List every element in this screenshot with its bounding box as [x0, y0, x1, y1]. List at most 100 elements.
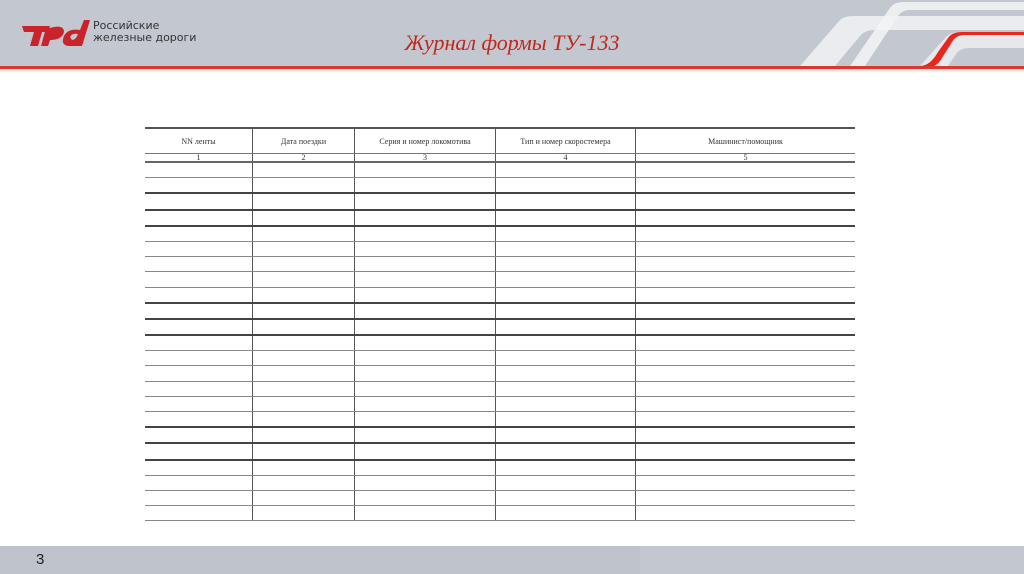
table-cell [252, 177, 355, 195]
table-cell [354, 443, 496, 461]
table-cell [145, 475, 253, 491]
table-cell [145, 443, 253, 461]
table-cell [145, 411, 253, 429]
col-number: 3 [354, 153, 496, 163]
table-cell [495, 505, 636, 522]
table-row [145, 475, 855, 491]
table-cell [635, 427, 855, 445]
table-cell [252, 241, 355, 258]
table-cell [354, 427, 496, 445]
table-cell [145, 193, 253, 211]
col-header-speedometer: Тип и номер скоростемера [495, 127, 636, 154]
table-cell [354, 475, 496, 491]
table-cell [145, 365, 253, 382]
table-cell [635, 490, 855, 507]
table-cell [354, 209, 496, 227]
table-cell [495, 350, 636, 367]
table-cell [635, 411, 855, 429]
col-number: 4 [495, 153, 636, 163]
table-cell [145, 256, 253, 273]
table-cell [354, 177, 496, 195]
table-row [145, 177, 855, 195]
table-cell [354, 459, 496, 476]
table-row [145, 427, 855, 445]
table-row [145, 287, 855, 304]
table-cell [495, 335, 636, 352]
table-cell [635, 256, 855, 273]
table-cell [145, 177, 253, 195]
col-number: 2 [252, 153, 355, 163]
table-cell [635, 287, 855, 304]
table-row [145, 381, 855, 397]
table-cell [495, 396, 636, 413]
table-cell [495, 459, 636, 476]
table-cell [635, 365, 855, 382]
table-cell [145, 287, 253, 304]
table-cell [495, 241, 636, 258]
table-row [145, 225, 855, 242]
table-cell [495, 318, 636, 337]
table-cell [252, 225, 355, 242]
table-cell [635, 177, 855, 195]
logo-text-line2: железные дороги [93, 31, 197, 44]
table-cell [495, 443, 636, 461]
table-cell [145, 209, 253, 227]
table-cell [145, 350, 253, 367]
table-cell [495, 381, 636, 397]
table-cell [495, 271, 636, 288]
table-cell [495, 427, 636, 445]
table-cell [252, 193, 355, 211]
table-row [145, 302, 855, 320]
table-cell [354, 381, 496, 397]
table-cell [354, 318, 496, 337]
table-cell [495, 490, 636, 507]
table-cell [635, 335, 855, 352]
col-number: 1 [145, 153, 253, 163]
table-cell [635, 162, 855, 179]
table-row [145, 335, 855, 352]
table-cell [145, 318, 253, 337]
table-row [145, 162, 855, 179]
table-cell [495, 287, 636, 304]
table-cell [252, 459, 355, 476]
header-decoration [780, 2, 1024, 69]
table-cell [495, 475, 636, 491]
table-cell [354, 193, 496, 211]
table-cell [635, 318, 855, 337]
table-cell [145, 381, 253, 397]
table-cell [354, 241, 496, 258]
table-cell [495, 365, 636, 382]
table-cell [252, 427, 355, 445]
table-cell [145, 396, 253, 413]
table-cell [495, 225, 636, 242]
table-row [145, 209, 855, 227]
rzd-logo [22, 20, 90, 46]
table-cell [145, 241, 253, 258]
table-cell [145, 162, 253, 179]
slide-footer: 3 [0, 546, 1024, 574]
footer-band [0, 546, 640, 574]
table-cell [252, 287, 355, 304]
table-row [145, 396, 855, 413]
table-cell [145, 335, 253, 352]
table-cell [635, 271, 855, 288]
table-cell [252, 318, 355, 337]
table-cell [495, 256, 636, 273]
table-cell [354, 350, 496, 367]
table-cell [354, 271, 496, 288]
journal-table: NN ленты Дата поездки Серия и номер локо… [145, 127, 855, 522]
table-cell [145, 459, 253, 476]
table-cell [252, 381, 355, 397]
table-row [145, 241, 855, 258]
table-cell [635, 209, 855, 227]
table-cell [252, 396, 355, 413]
col-header-locomotive: Серия и номер локомотива [354, 127, 496, 154]
slide-header: Российские железные дороги Журнал формы … [0, 0, 1024, 69]
table-cell [635, 225, 855, 242]
table-cell [354, 411, 496, 429]
table-cell [635, 241, 855, 258]
table-cell [252, 302, 355, 320]
table-row [145, 256, 855, 273]
table-cell [635, 459, 855, 476]
table-row [145, 271, 855, 288]
